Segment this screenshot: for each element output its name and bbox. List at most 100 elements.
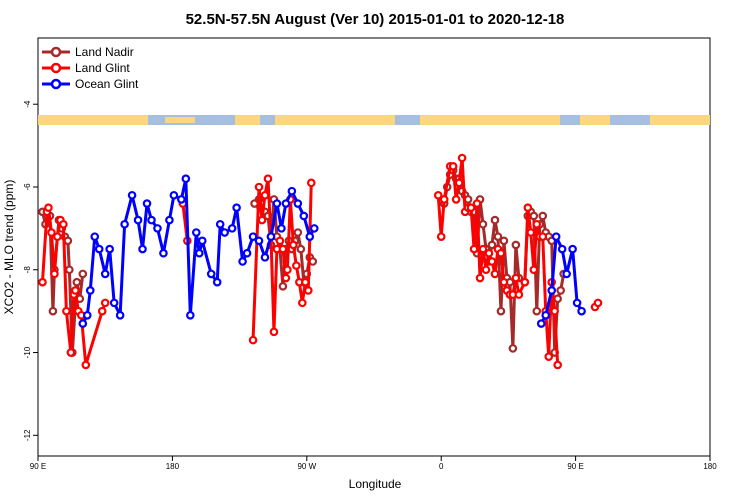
point-land-glint bbox=[278, 244, 288, 254]
land-band-4 bbox=[275, 115, 395, 125]
point-ocean-glint bbox=[133, 215, 143, 225]
point-land-glint bbox=[466, 203, 476, 212]
point-land-nadir bbox=[496, 306, 506, 316]
point-ocean-glint bbox=[181, 174, 191, 184]
point-land-glint bbox=[490, 269, 500, 279]
legend: Land Nadir Land Glint Ocean Glint bbox=[42, 45, 139, 91]
point-land-glint bbox=[523, 203, 533, 212]
point-land-glint bbox=[53, 232, 62, 241]
point-land-glint bbox=[499, 277, 509, 287]
point-land-glint bbox=[439, 195, 449, 204]
point-land-glint bbox=[306, 178, 316, 188]
point-ocean-glint bbox=[82, 310, 92, 320]
point-ocean-glint bbox=[260, 253, 270, 262]
land-band-1 bbox=[38, 115, 148, 125]
plot-frame bbox=[37, 37, 711, 457]
point-land-glint bbox=[260, 190, 270, 200]
point-ocean-glint bbox=[541, 310, 551, 320]
point-land-glint bbox=[472, 199, 482, 208]
chart-title: 52.5N-57.5N August (Ver 10) 2015-01-01 t… bbox=[186, 11, 565, 28]
point-ocean-glint bbox=[536, 319, 546, 328]
point-ocean-glint bbox=[238, 257, 247, 266]
point-ocean-glint bbox=[281, 199, 291, 208]
point-ocean-glint bbox=[242, 248, 252, 258]
point-land-glint bbox=[487, 257, 497, 266]
point-ocean-glint bbox=[138, 244, 147, 254]
point-land-glint bbox=[47, 228, 56, 237]
point-land-nadir bbox=[478, 219, 488, 229]
point-ocean-glint bbox=[232, 203, 241, 212]
y-axis-label: XCO2 - MLO trend (ppm) bbox=[2, 180, 16, 315]
point-land-nadir bbox=[487, 240, 497, 250]
point-land-glint bbox=[50, 269, 59, 279]
point-land-glint bbox=[301, 277, 310, 287]
point-land-glint bbox=[38, 277, 47, 287]
point-land-glint bbox=[475, 273, 485, 283]
x-axis-label: Longitude bbox=[349, 477, 402, 491]
point-land-nadir bbox=[78, 269, 88, 279]
point-land-glint bbox=[553, 360, 562, 370]
point-land-nadir bbox=[556, 286, 565, 295]
point-land-glint bbox=[71, 286, 80, 295]
point-ocean-glint bbox=[547, 286, 557, 295]
point-land-nadir bbox=[65, 265, 74, 275]
point-land-glint bbox=[303, 286, 313, 295]
point-ocean-glint bbox=[147, 215, 156, 225]
point-land-glint bbox=[289, 240, 298, 250]
x-tick-label: 180 bbox=[703, 462, 717, 471]
legend-label-land-glint: Land Glint bbox=[75, 61, 130, 75]
point-ocean-glint bbox=[557, 244, 567, 254]
point-land-glint bbox=[529, 265, 539, 275]
x-tick-label: 90 E bbox=[567, 462, 583, 471]
series-layer bbox=[38, 153, 603, 370]
point-ocean-glint bbox=[299, 211, 309, 221]
point-ocean-glint bbox=[309, 224, 319, 233]
point-land-glint bbox=[526, 228, 536, 237]
point-ocean-glint bbox=[85, 286, 95, 295]
point-ocean-glint bbox=[194, 248, 204, 258]
legend-marker-land-glint bbox=[50, 62, 62, 74]
point-land-glint bbox=[298, 298, 307, 308]
point-ocean-glint bbox=[115, 310, 125, 320]
x-tick-label: 180 bbox=[166, 462, 180, 471]
point-land-nadir bbox=[48, 306, 58, 316]
point-ocean-glint bbox=[562, 269, 571, 279]
land-band-6 bbox=[580, 115, 610, 125]
point-ocean-glint bbox=[100, 269, 110, 279]
point-ocean-glint bbox=[577, 306, 586, 316]
point-ocean-glint bbox=[78, 319, 88, 328]
point-ocean-glint bbox=[127, 190, 137, 200]
map-strip bbox=[38, 115, 710, 125]
point-ocean-glint bbox=[293, 199, 303, 208]
x-tick-label: 90 E bbox=[30, 462, 46, 471]
legend-label-land-nadir: Land Nadir bbox=[75, 45, 134, 59]
y-tick-label: -12 bbox=[23, 429, 32, 441]
point-land-glint bbox=[44, 203, 53, 212]
point-land-glint bbox=[59, 219, 68, 229]
point-ocean-glint bbox=[197, 236, 207, 246]
x-tick-label: 90 W bbox=[297, 462, 316, 471]
point-land-nadir bbox=[63, 236, 73, 246]
point-land-glint bbox=[532, 219, 542, 229]
land-band-5 bbox=[420, 115, 560, 125]
point-land-glint bbox=[97, 306, 107, 316]
point-land-nadir bbox=[490, 215, 500, 225]
point-ocean-glint bbox=[142, 199, 152, 208]
point-land-glint bbox=[469, 244, 479, 254]
point-land-glint bbox=[514, 290, 524, 299]
point-ocean-glint bbox=[272, 199, 282, 208]
point-land-glint bbox=[496, 248, 506, 258]
point-land-nadir bbox=[538, 211, 548, 221]
point-land-glint bbox=[292, 261, 301, 270]
point-land-glint bbox=[511, 273, 521, 283]
point-ocean-glint bbox=[177, 195, 186, 204]
legend-item-land-glint: Land Glint bbox=[42, 61, 130, 75]
point-ocean-glint bbox=[287, 186, 297, 196]
point-ocean-glint bbox=[94, 244, 104, 254]
legend-label-ocean-glint: Ocean Glint bbox=[75, 77, 139, 91]
point-land-nadir bbox=[296, 244, 306, 254]
point-land-glint bbox=[520, 277, 530, 287]
point-land-glint bbox=[484, 248, 494, 258]
land-band-2 bbox=[165, 117, 195, 123]
